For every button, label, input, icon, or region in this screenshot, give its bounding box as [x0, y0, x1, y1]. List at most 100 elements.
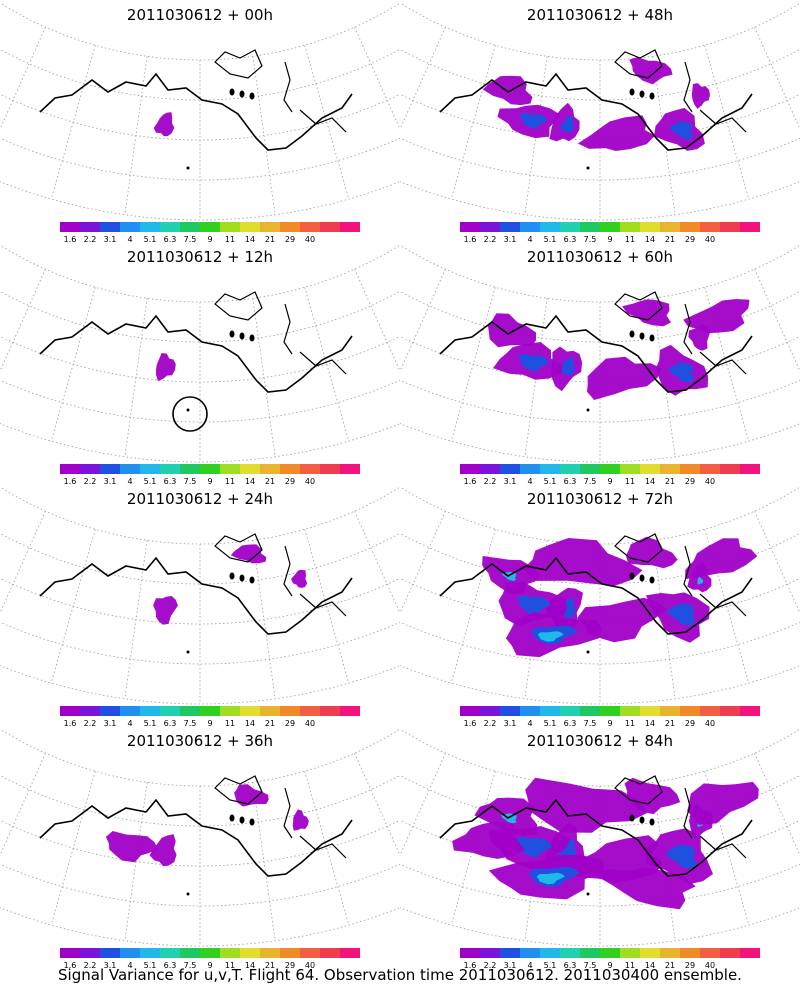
colorbar-cell	[500, 706, 520, 716]
colorbar-cell	[160, 706, 180, 716]
colorbar-label: 6.3	[563, 235, 577, 244]
colorbar-cell	[480, 464, 500, 474]
panel-title: 2011030612 + 24h	[126, 490, 274, 508]
colorbar-label: 14	[644, 477, 656, 486]
colorbar-cell	[720, 464, 740, 474]
colorbar-labels: 1.6 2.2 3.1 4 5.1 6.3 7.5 9 11 14 21 29 40	[60, 477, 360, 487]
colorbar-label: 14	[644, 961, 656, 970]
colorbar-cell	[120, 706, 140, 716]
colorbar-cell	[280, 948, 300, 958]
polar-map	[0, 244, 400, 463]
colorbar-cell	[600, 948, 620, 958]
colorbar-label: 11	[624, 719, 636, 728]
colorbar-cell	[700, 948, 720, 958]
colorbar-cell	[340, 948, 360, 958]
colorbar-cell	[140, 948, 160, 958]
colorbar-cell	[140, 464, 160, 474]
colorbar-cell	[100, 706, 120, 716]
colorbar-cell	[640, 464, 660, 474]
colorbar-label: 2.2	[83, 235, 97, 244]
colorbar-cell	[680, 222, 700, 232]
colorbar-label: 1.6	[63, 719, 77, 728]
colorbar-label: 4	[127, 477, 133, 486]
colorbar-cell	[200, 222, 220, 232]
variance-region	[149, 834, 177, 867]
colorbar-cell	[60, 706, 80, 716]
colorbar-cell	[520, 464, 540, 474]
colorbar-cell	[700, 464, 720, 474]
colorbar-cell	[80, 222, 100, 232]
colorbar-label: 29	[684, 235, 696, 244]
colorbar-cell	[640, 222, 660, 232]
colorbar-cell	[180, 706, 200, 716]
variance-region	[687, 781, 759, 825]
colorbar-label: 5.1	[143, 961, 157, 970]
colorbar-cell	[580, 464, 600, 474]
colorbar-label: 6.3	[163, 235, 177, 244]
colorbar-cell	[460, 706, 480, 716]
colorbar-cell	[740, 706, 760, 716]
colorbar-label: 14	[644, 719, 656, 728]
colorbar-cell	[280, 222, 300, 232]
colorbar-cell	[80, 706, 100, 716]
colorbar-label: 11	[224, 719, 236, 728]
colorbar-label: 40	[304, 477, 316, 486]
colorbar-label: 7.5	[583, 477, 597, 486]
colorbar-cell	[620, 222, 640, 232]
coastline	[439, 72, 753, 151]
colorbar-label: 29	[684, 719, 696, 728]
colorbar-cell	[560, 706, 580, 716]
colorbar-label: 29	[684, 477, 696, 486]
colorbar-label: 1.6	[463, 719, 477, 728]
variance-region	[629, 57, 673, 85]
colorbar-label: 7.5	[583, 961, 597, 970]
variance-region	[153, 112, 175, 137]
colorbar-label: 14	[244, 477, 256, 486]
colorbar-cell	[320, 706, 340, 716]
colorbar-label: 2.2	[483, 477, 497, 486]
polar-map	[0, 2, 400, 221]
colorbar-label: 4	[527, 477, 533, 486]
coastline	[39, 72, 353, 151]
colorbar-label: 4	[527, 961, 533, 970]
colorbar-cell	[460, 222, 480, 232]
colorbar	[60, 948, 360, 960]
colorbar-cell	[80, 948, 100, 958]
variance-region	[156, 353, 176, 382]
colorbar-cell	[660, 948, 680, 958]
colorbar-cell	[520, 222, 540, 232]
colorbar-label: 21	[664, 961, 676, 970]
colorbar-label: 5.1	[143, 235, 157, 244]
variance-region	[105, 831, 158, 863]
colorbar-label: 3.1	[103, 477, 117, 486]
colorbar-cell	[200, 706, 220, 716]
colorbar-cell	[600, 706, 620, 716]
colorbar-cell	[720, 222, 740, 232]
colorbar-cell	[500, 222, 520, 232]
colorbar-label: 1.6	[63, 477, 77, 486]
colorbar-label: 3.1	[503, 961, 517, 970]
colorbar-cell	[260, 222, 280, 232]
colorbar-label: 2.2	[483, 719, 497, 728]
forecast-panel: 2011030612 + 12h 1.6 2.2 3.1 4 5.1 6.3 7.5 9 11 14…	[0, 242, 400, 486]
colorbar-cell	[520, 706, 540, 716]
colorbar-cell	[480, 706, 500, 716]
highlight-circle	[172, 396, 208, 432]
colorbar-cell	[500, 948, 520, 958]
colorbar-cell	[220, 222, 240, 232]
colorbar-cell	[660, 706, 680, 716]
colorbar-label: 5.1	[543, 961, 557, 970]
colorbar-label: 40	[704, 719, 716, 728]
colorbar-cell	[120, 948, 140, 958]
colorbar-cell	[300, 464, 320, 474]
coastline	[39, 556, 353, 635]
colorbar-label: 1.6	[463, 961, 477, 970]
colorbar-cell	[620, 464, 640, 474]
colorbar	[60, 222, 360, 234]
colorbar-cell	[740, 222, 760, 232]
colorbar-cell	[260, 706, 280, 716]
colorbar-label: 1.6	[463, 235, 477, 244]
colorbar-cell	[100, 222, 120, 232]
colorbar-label: 4	[527, 719, 533, 728]
colorbar-cell	[300, 706, 320, 716]
